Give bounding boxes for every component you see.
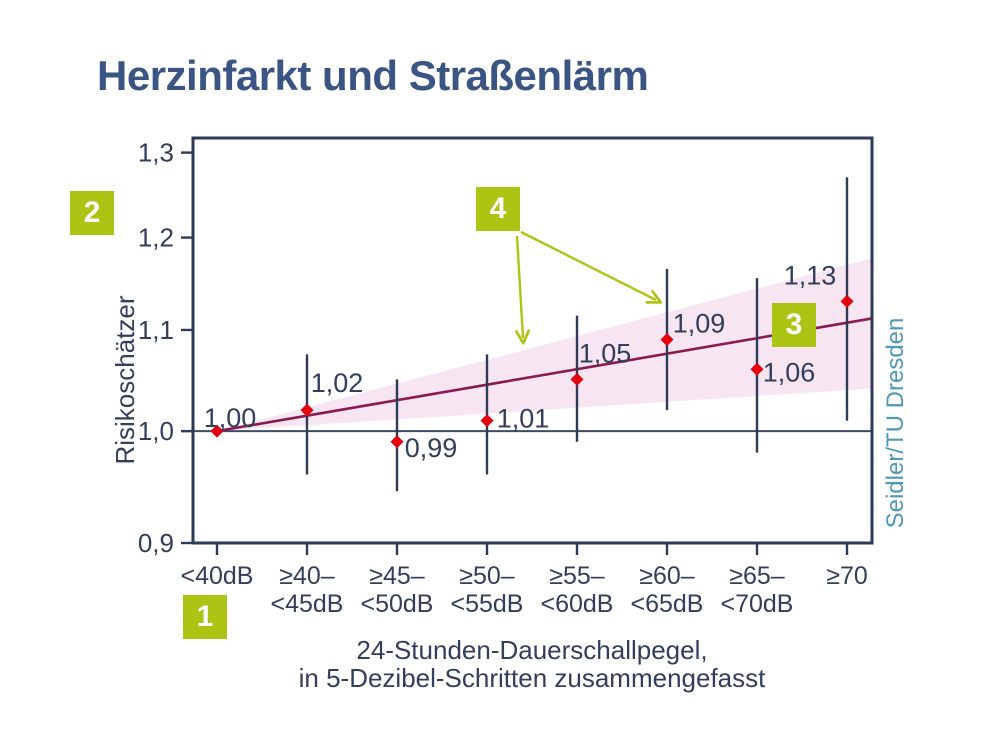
data-point xyxy=(390,435,404,449)
x-axis-title: 24-Stunden-Dauerschallpegel, in 5-Dezibe… xyxy=(232,636,832,692)
annotation-badge-3: 3 xyxy=(772,303,816,347)
x-tick-label: ≥45– <50dB xyxy=(361,562,434,618)
trend-line xyxy=(216,317,873,433)
data-point-label: 1,02 xyxy=(311,368,364,398)
x-tick-label: ≥50– <55dB xyxy=(451,562,524,618)
data-point xyxy=(480,414,494,428)
data-point-label: 0,99 xyxy=(405,433,458,463)
y-tick-label: 1,2 xyxy=(138,223,174,253)
x-tick-label: ≥70 xyxy=(826,562,868,590)
data-point-label: 1,06 xyxy=(763,357,816,387)
data-point xyxy=(660,333,674,347)
confidence-band xyxy=(217,258,872,432)
annotation-arrow-band xyxy=(517,235,523,338)
data-point xyxy=(570,372,584,386)
data-point xyxy=(300,403,314,417)
data-point-label: 1,09 xyxy=(673,309,726,339)
data-point-label: 1,01 xyxy=(497,404,550,434)
y-tick-label: 1,3 xyxy=(138,138,174,168)
x-axis-title-line1: 24-Stunden-Dauerschallpegel, xyxy=(356,635,708,665)
data-point-label: 1,00 xyxy=(204,403,257,433)
annotation-badge-2: 2 xyxy=(70,191,114,235)
credit-text: Seidler/TU Dresden xyxy=(882,317,909,529)
y-tick-label: 0,9 xyxy=(138,528,174,558)
plot-border xyxy=(191,136,874,545)
x-tick-label: ≥60– <65dB xyxy=(631,562,704,618)
x-tick-label: <40dB xyxy=(181,562,254,590)
x-axis-title-line2: in 5-Dezibel-Schritten zusammengefasst xyxy=(298,663,766,693)
data-point-label: 1,13 xyxy=(784,260,837,290)
annotation-arrow-point xyxy=(520,230,656,300)
x-tick-label: ≥65– <70dB xyxy=(721,562,794,618)
data-point xyxy=(210,424,224,438)
x-tick-label: ≥40– <45dB xyxy=(271,562,344,618)
y-tick-label: 1,0 xyxy=(138,416,174,446)
annotation-badge-1: 1 xyxy=(183,595,227,639)
annotation-badge-4: 4 xyxy=(476,187,520,231)
data-point xyxy=(750,362,764,376)
page-title: Herzinfarkt und Straßenlärm xyxy=(97,52,649,99)
data-point xyxy=(840,294,854,308)
y-tick-label: 1,1 xyxy=(138,315,174,345)
x-tick-label: ≥55– <60dB xyxy=(541,562,614,618)
data-point-label: 1,05 xyxy=(579,338,632,368)
